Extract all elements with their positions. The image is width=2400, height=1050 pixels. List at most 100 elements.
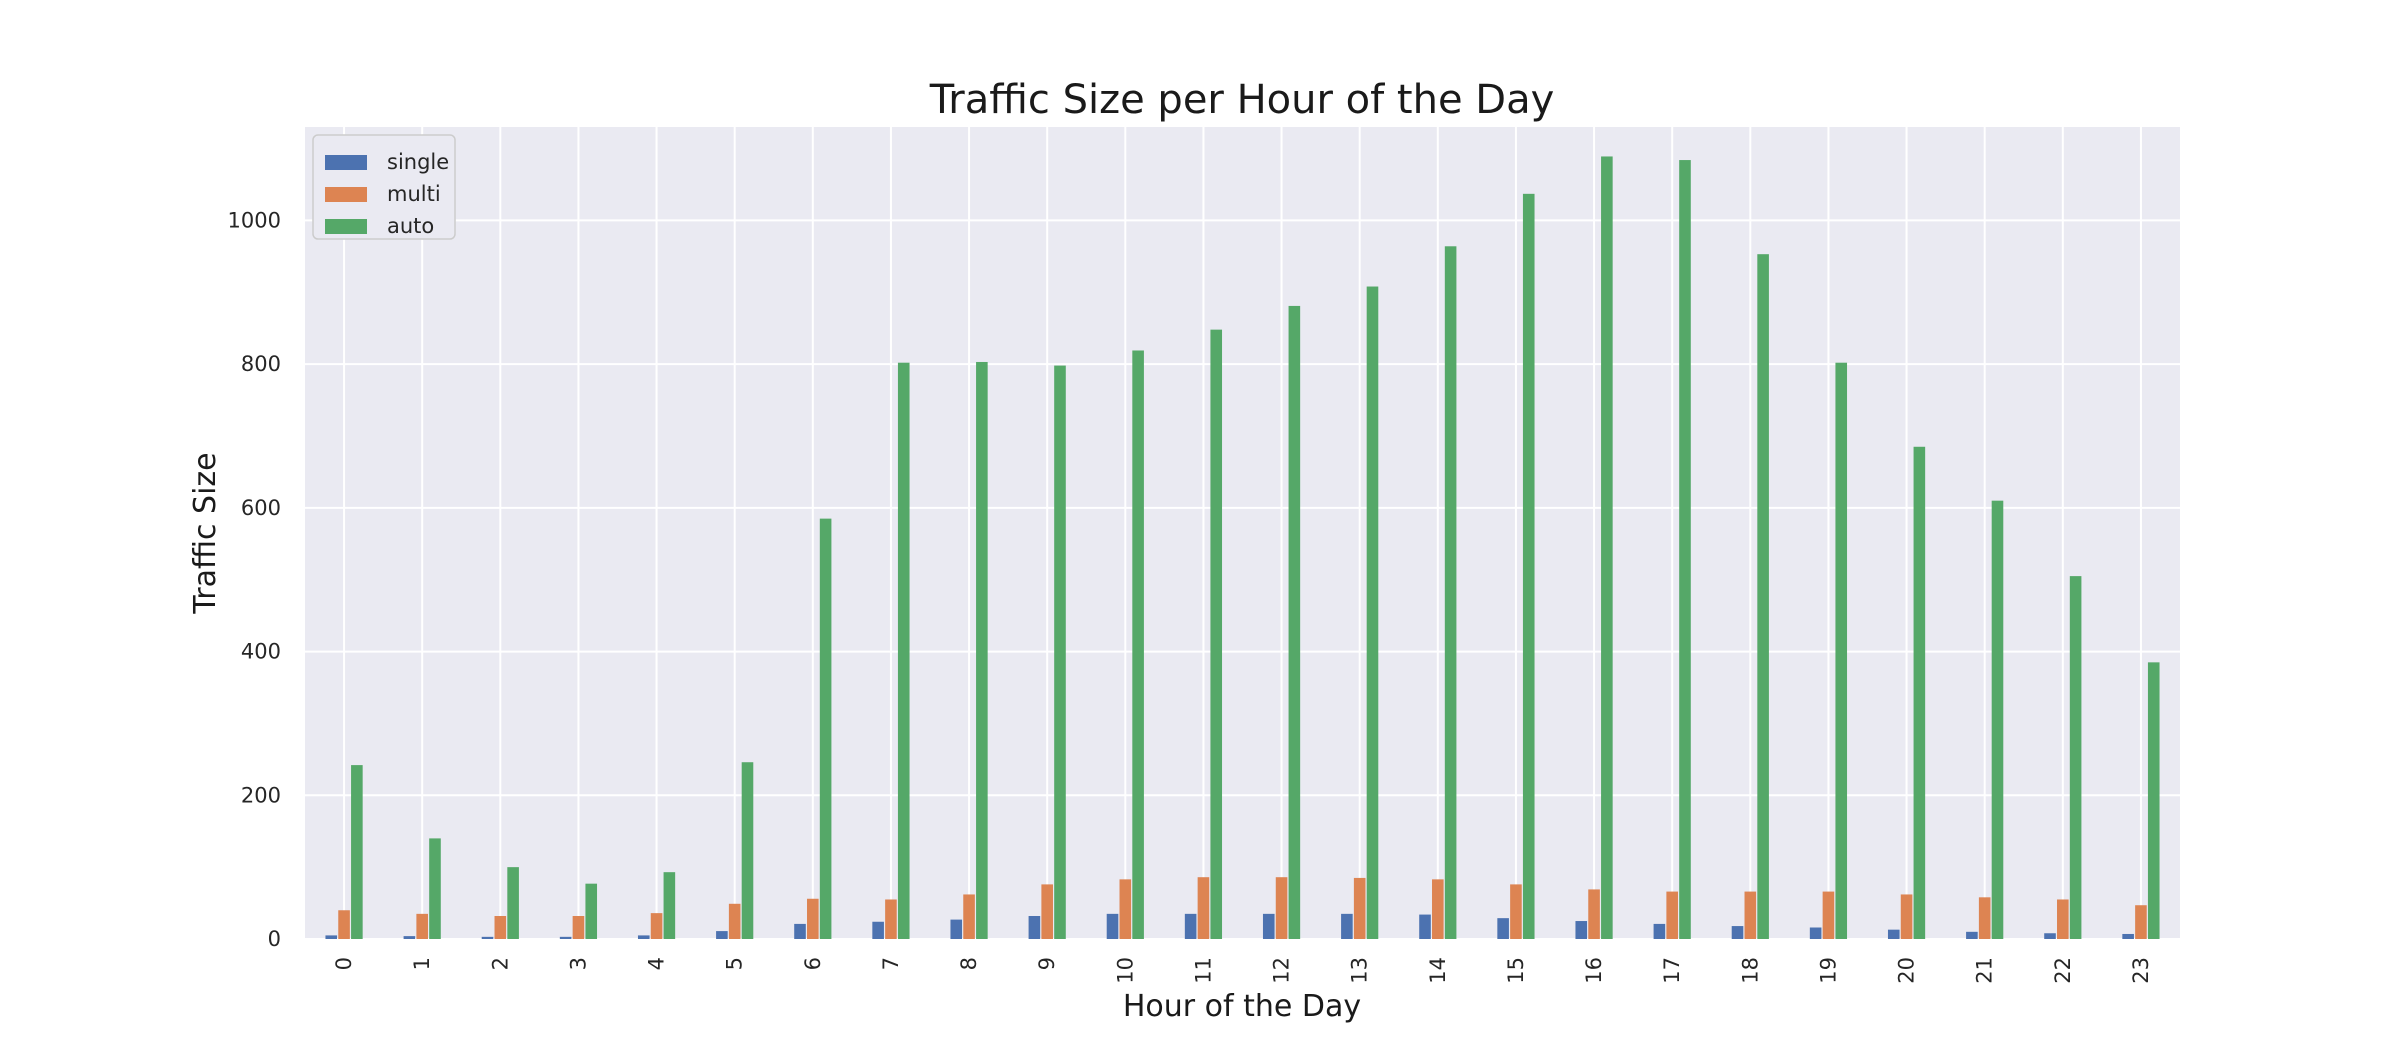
x-tick-label: 22	[2051, 957, 2075, 984]
y-tick-label: 600	[241, 496, 281, 520]
legend-swatch-auto	[325, 219, 367, 234]
bar-single-22	[2044, 933, 2056, 939]
bar-multi-23	[2135, 905, 2147, 939]
bar-auto-1	[429, 838, 441, 939]
bar-single-19	[1809, 927, 1822, 939]
bar-multi-5	[728, 903, 741, 939]
bar-auto-23	[2147, 662, 2160, 939]
bar-auto-4	[663, 872, 676, 939]
x-tick-label: 17	[1660, 957, 1684, 984]
bar-single-7	[872, 921, 884, 939]
bar-single-20	[1887, 929, 1900, 939]
bar-single-10	[1106, 913, 1119, 939]
bar-single-5	[716, 931, 728, 939]
bar-auto-13	[1366, 286, 1379, 940]
x-tick-label: 7	[879, 957, 903, 970]
bar-single-0	[325, 935, 338, 939]
legend-label-auto: auto	[387, 214, 434, 238]
bar-single-23	[2122, 933, 2134, 939]
bar-auto-9	[1054, 365, 1066, 939]
x-tick-label: 2	[488, 957, 512, 970]
bar-multi-18	[1744, 891, 1757, 939]
bar-auto-11	[1210, 329, 1223, 939]
gridlines	[305, 127, 2180, 940]
bar-auto-8	[976, 361, 988, 939]
x-tick-label: 23	[2129, 957, 2153, 984]
y-tick-label: 400	[241, 640, 281, 664]
bar-multi-7	[885, 899, 897, 939]
bar-single-12	[1262, 913, 1275, 939]
y-axis-label: Traffic Size	[188, 452, 223, 614]
bar-multi-20	[1900, 894, 1913, 939]
bar-multi-4	[650, 913, 663, 939]
x-tick-label: 16	[1582, 957, 1606, 984]
bar-auto-7	[897, 362, 910, 940]
bar-multi-11	[1197, 877, 1210, 939]
bar-single-1	[403, 936, 416, 939]
bar-auto-3	[585, 883, 598, 939]
x-tick-labels: 0 1 2 3 4 5 6 7 8 9 10 11 12 13 14 15 16 17 18 19 20 21 22 23	[332, 957, 2153, 984]
chart-title: Traffic Size per Hour of the Day	[929, 77, 1555, 123]
bar-auto-5	[741, 762, 754, 939]
bar-multi-9	[1041, 884, 1053, 939]
bar-multi-22	[2057, 899, 2069, 939]
bar-auto-2	[507, 867, 519, 939]
x-tick-label: 10	[1113, 957, 1137, 984]
x-tick-label: 1	[410, 957, 434, 970]
x-tick-label: 4	[645, 957, 669, 970]
bar-single-15	[1497, 918, 1509, 939]
bar-single-3	[559, 936, 572, 939]
plot-background	[305, 127, 2180, 939]
bar-single-13	[1341, 913, 1353, 939]
bar-single-14	[1419, 914, 1431, 939]
bar-auto-17	[1679, 160, 1691, 939]
bar-auto-22	[2069, 576, 2082, 939]
x-tick-label: 18	[1738, 957, 1762, 984]
bar-single-18	[1731, 926, 1744, 939]
bar-auto-19	[1835, 362, 1848, 940]
x-tick-label: 19	[1816, 957, 1840, 984]
bars	[325, 156, 2160, 940]
legend-label-multi: multi	[387, 182, 441, 206]
bar-multi-12	[1275, 877, 1288, 939]
y-tick-label: 800	[241, 352, 281, 376]
legend-swatch-multi	[325, 187, 367, 202]
x-axis-label: Hour of the Day	[1123, 989, 1361, 1024]
x-tick-label: 9	[1035, 957, 1059, 970]
x-tick-label: 20	[1895, 957, 1919, 984]
y-tick-label: 1000	[228, 208, 281, 232]
bar-auto-15	[1522, 193, 1535, 940]
x-tick-label: 0	[332, 957, 356, 970]
bar-multi-17	[1666, 891, 1678, 939]
x-tick-label: 13	[1348, 957, 1372, 984]
bar-auto-20	[1913, 446, 1926, 939]
y-tick-labels: 0 200 400 600 800 1000	[228, 208, 281, 951]
bar-multi-8	[963, 894, 975, 939]
x-tick-label: 8	[957, 957, 981, 970]
x-tick-label: 11	[1191, 957, 1215, 984]
x-tick-label: 5	[723, 957, 747, 970]
bar-multi-2	[494, 916, 507, 939]
bar-auto-14	[1444, 246, 1457, 939]
bar-multi-6	[807, 898, 819, 939]
bar-multi-3	[572, 916, 585, 939]
bar-single-16	[1575, 921, 1588, 939]
bar-auto-12	[1288, 305, 1301, 939]
y-tick-label: 0	[268, 927, 281, 951]
bar-auto-10	[1132, 350, 1144, 940]
bar-multi-19	[1822, 891, 1835, 939]
legend-swatch-single	[325, 155, 367, 170]
bar-multi-1	[416, 913, 428, 939]
bar-single-6	[794, 923, 806, 939]
bar-single-11	[1184, 913, 1197, 939]
bar-single-17	[1653, 923, 1666, 939]
bar-multi-10	[1119, 879, 1132, 939]
legend: single multi auto	[312, 134, 456, 240]
x-tick-label: 21	[1973, 957, 1997, 984]
bar-auto-6	[819, 518, 832, 939]
bar-single-9	[1028, 916, 1041, 939]
bar-auto-16	[1601, 156, 1613, 940]
bar-auto-18	[1757, 254, 1769, 939]
x-tick-label: 14	[1426, 957, 1450, 984]
bar-single-21	[1966, 931, 1978, 939]
